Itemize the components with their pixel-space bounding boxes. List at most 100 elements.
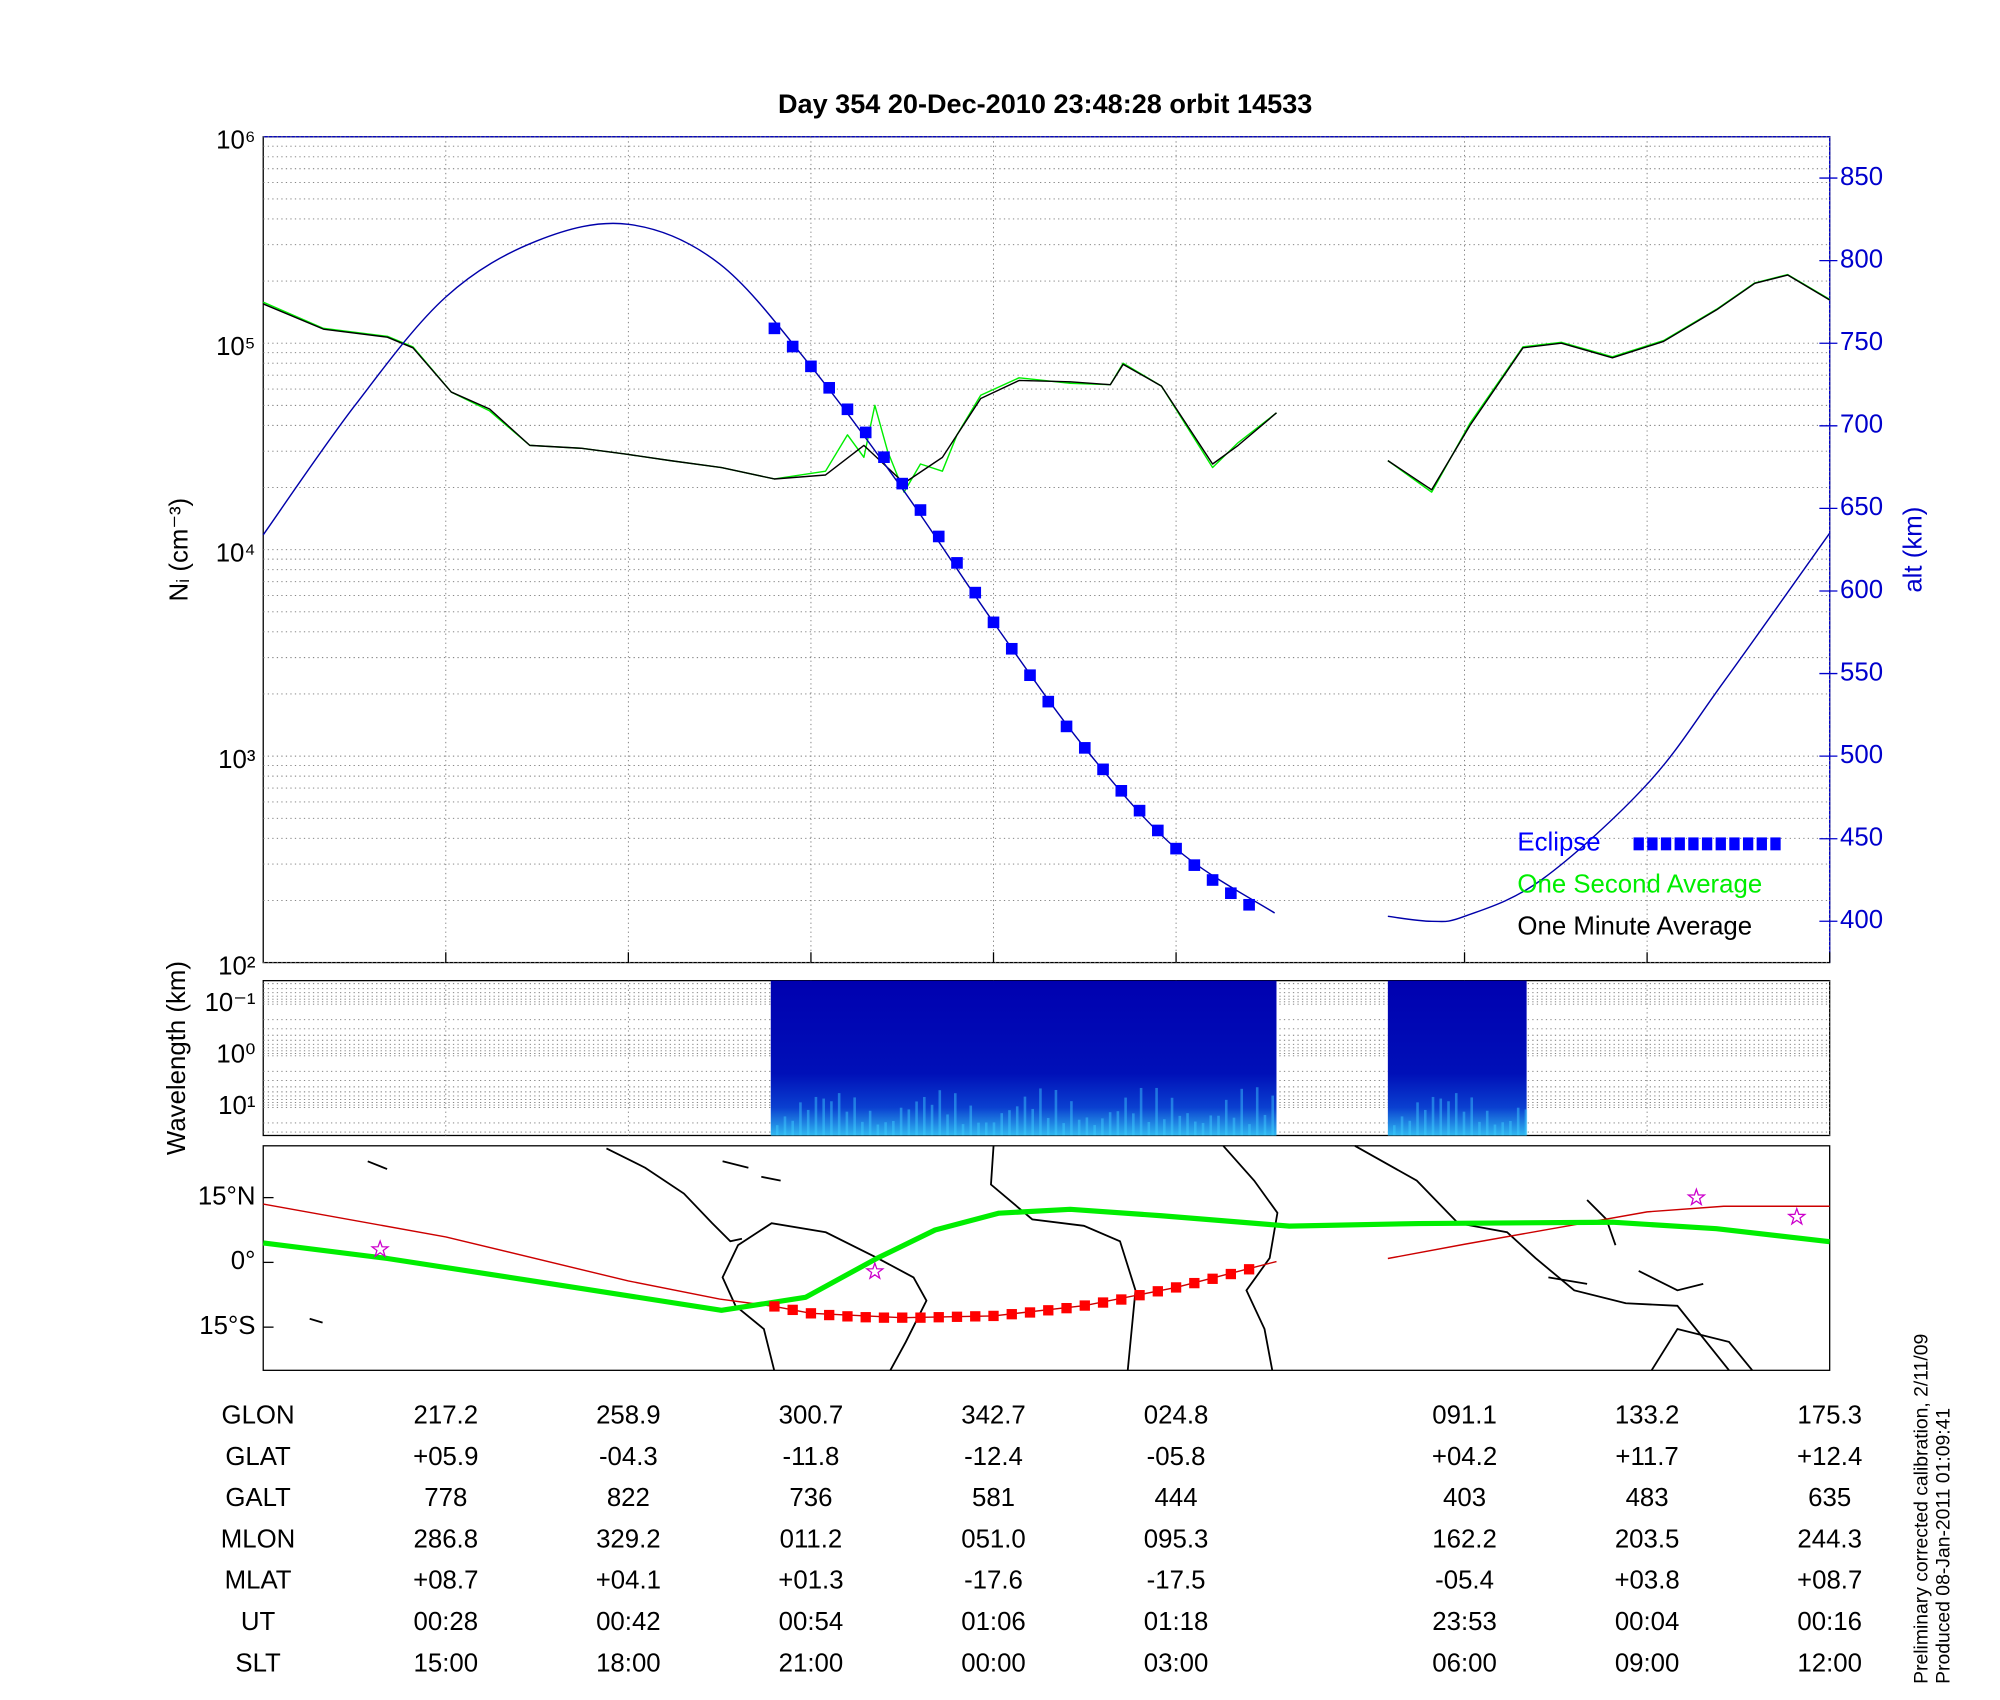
marker <box>1189 1277 1200 1289</box>
spectrogram-streak <box>953 1093 957 1136</box>
table-cell: +03.8 <box>1614 1567 1679 1595</box>
marker <box>932 530 945 543</box>
spectrogram-streak <box>1000 1113 1004 1136</box>
spectrogram-streak <box>783 1116 787 1136</box>
spectrogram-streak <box>946 1114 949 1136</box>
row-label: UT <box>241 1608 276 1636</box>
row-label: GLON <box>222 1402 295 1430</box>
spectrogram-streak <box>1178 1115 1182 1136</box>
marker <box>1243 898 1255 911</box>
table-cell: 217.2 <box>414 1402 479 1430</box>
marker <box>969 586 982 599</box>
legend-marker <box>1756 837 1767 851</box>
legend-marker <box>1770 837 1781 851</box>
marker <box>1243 1264 1255 1275</box>
y-tick-label: 15°S <box>199 1312 255 1340</box>
marker <box>1024 1307 1036 1318</box>
spectrogram-streak <box>1493 1124 1497 1136</box>
legend-marker <box>1674 837 1685 851</box>
y2-axis-label: alt (km) <box>1900 507 1928 593</box>
marker <box>768 322 781 335</box>
marker <box>1097 763 1109 776</box>
spectrogram-streak <box>1263 1114 1267 1136</box>
marker <box>1134 1290 1145 1301</box>
table-cell: -17.5 <box>1147 1567 1206 1595</box>
marker <box>988 1310 999 1322</box>
marker <box>914 504 927 516</box>
spectrogram-streak <box>822 1098 825 1136</box>
legend-marker <box>1633 837 1644 851</box>
table-cell: +08.7 <box>1797 1567 1862 1595</box>
marker <box>1133 804 1146 817</box>
marker <box>1097 1297 1109 1308</box>
table-cell: 01:18 <box>1144 1608 1209 1636</box>
table-cell: 18:00 <box>596 1649 661 1677</box>
y2-tick-label: 550 <box>1840 658 1883 686</box>
table-cell: 175.3 <box>1797 1402 1862 1430</box>
spectrogram-streak <box>1031 1108 1034 1136</box>
y-tick-label: 10⁰ <box>216 1041 255 1069</box>
spectrogram-streak <box>1201 1122 1205 1136</box>
y2-tick-label: 750 <box>1840 328 1883 356</box>
spectrogram-streak <box>984 1122 988 1136</box>
spectrogram-streak <box>775 1125 779 1136</box>
marker <box>1206 874 1219 886</box>
y-tick-label: 10⁵ <box>216 333 255 361</box>
table-cell: 244.3 <box>1797 1525 1862 1553</box>
spectrogram-streak <box>1062 1123 1065 1136</box>
table-cell: 03:00 <box>1144 1649 1209 1677</box>
spectrogram-streak <box>1217 1115 1220 1136</box>
table-cell: 403 <box>1443 1484 1486 1512</box>
table-cell: 736 <box>789 1484 832 1512</box>
y2-tick-label: 700 <box>1840 411 1883 439</box>
marker <box>896 477 909 490</box>
table-cell: 091.1 <box>1432 1402 1497 1430</box>
legend-marker <box>1688 837 1699 851</box>
spectrogram-streak <box>1224 1099 1228 1136</box>
spectrogram-streak <box>1255 1087 1259 1136</box>
spectrogram-streak <box>868 1110 872 1136</box>
spectrogram-streak <box>1186 1113 1189 1136</box>
spectrogram-streak <box>1070 1101 1073 1136</box>
marker <box>970 1311 981 1322</box>
table-cell: 095.3 <box>1144 1525 1209 1553</box>
spectrogram-streak <box>1193 1121 1197 1136</box>
row-label: GALT <box>225 1484 291 1512</box>
table-cell: 483 <box>1626 1484 1669 1512</box>
spectrogram-streak <box>1393 1125 1396 1136</box>
spectrogram-streak <box>1431 1096 1435 1136</box>
spectrogram-streak <box>1108 1112 1112 1136</box>
row-label: SLT <box>235 1649 281 1677</box>
table-cell: 00:16 <box>1797 1608 1862 1636</box>
marker <box>1060 720 1073 733</box>
table-cell: 258.9 <box>596 1402 661 1430</box>
spectrogram-streak <box>1124 1097 1127 1136</box>
marker <box>1024 669 1036 682</box>
y2-tick-label: 850 <box>1840 163 1883 191</box>
table-cell: 09:00 <box>1615 1649 1680 1677</box>
marker <box>1170 842 1182 855</box>
marker <box>1006 1309 1017 1320</box>
table-cell: 15:00 <box>414 1649 479 1677</box>
spectrogram-streak <box>969 1105 973 1136</box>
spectrogram-streak <box>1485 1110 1489 1136</box>
legend-label: One Second Average <box>1517 871 1762 899</box>
spectrogram-streak <box>1439 1098 1443 1136</box>
row-label: GLAT <box>225 1443 291 1471</box>
table-cell: -04.3 <box>599 1443 658 1471</box>
chart-title: Day 354 20-Dec-2010 23:48:28 orbit 14533 <box>778 88 1312 119</box>
spectrogram-streak <box>1478 1121 1481 1136</box>
spectrogram-streak <box>791 1120 794 1136</box>
spectrogram-streak <box>1139 1087 1143 1136</box>
note: Produced 08-Jan-2011 01:09:41 <box>1933 1408 1955 1684</box>
row-label: MLAT <box>225 1567 292 1595</box>
y2-tick-label: 650 <box>1840 493 1883 521</box>
star-marker <box>370 1239 390 1258</box>
table-cell: 21:00 <box>779 1649 844 1677</box>
table-cell: +04.1 <box>596 1567 661 1595</box>
spectrogram-streak <box>1101 1118 1104 1136</box>
spectrogram-streak <box>806 1109 810 1136</box>
marker <box>1079 1300 1090 1311</box>
spectrogram-streak <box>1232 1117 1236 1136</box>
table-cell: 024.8 <box>1144 1402 1209 1430</box>
